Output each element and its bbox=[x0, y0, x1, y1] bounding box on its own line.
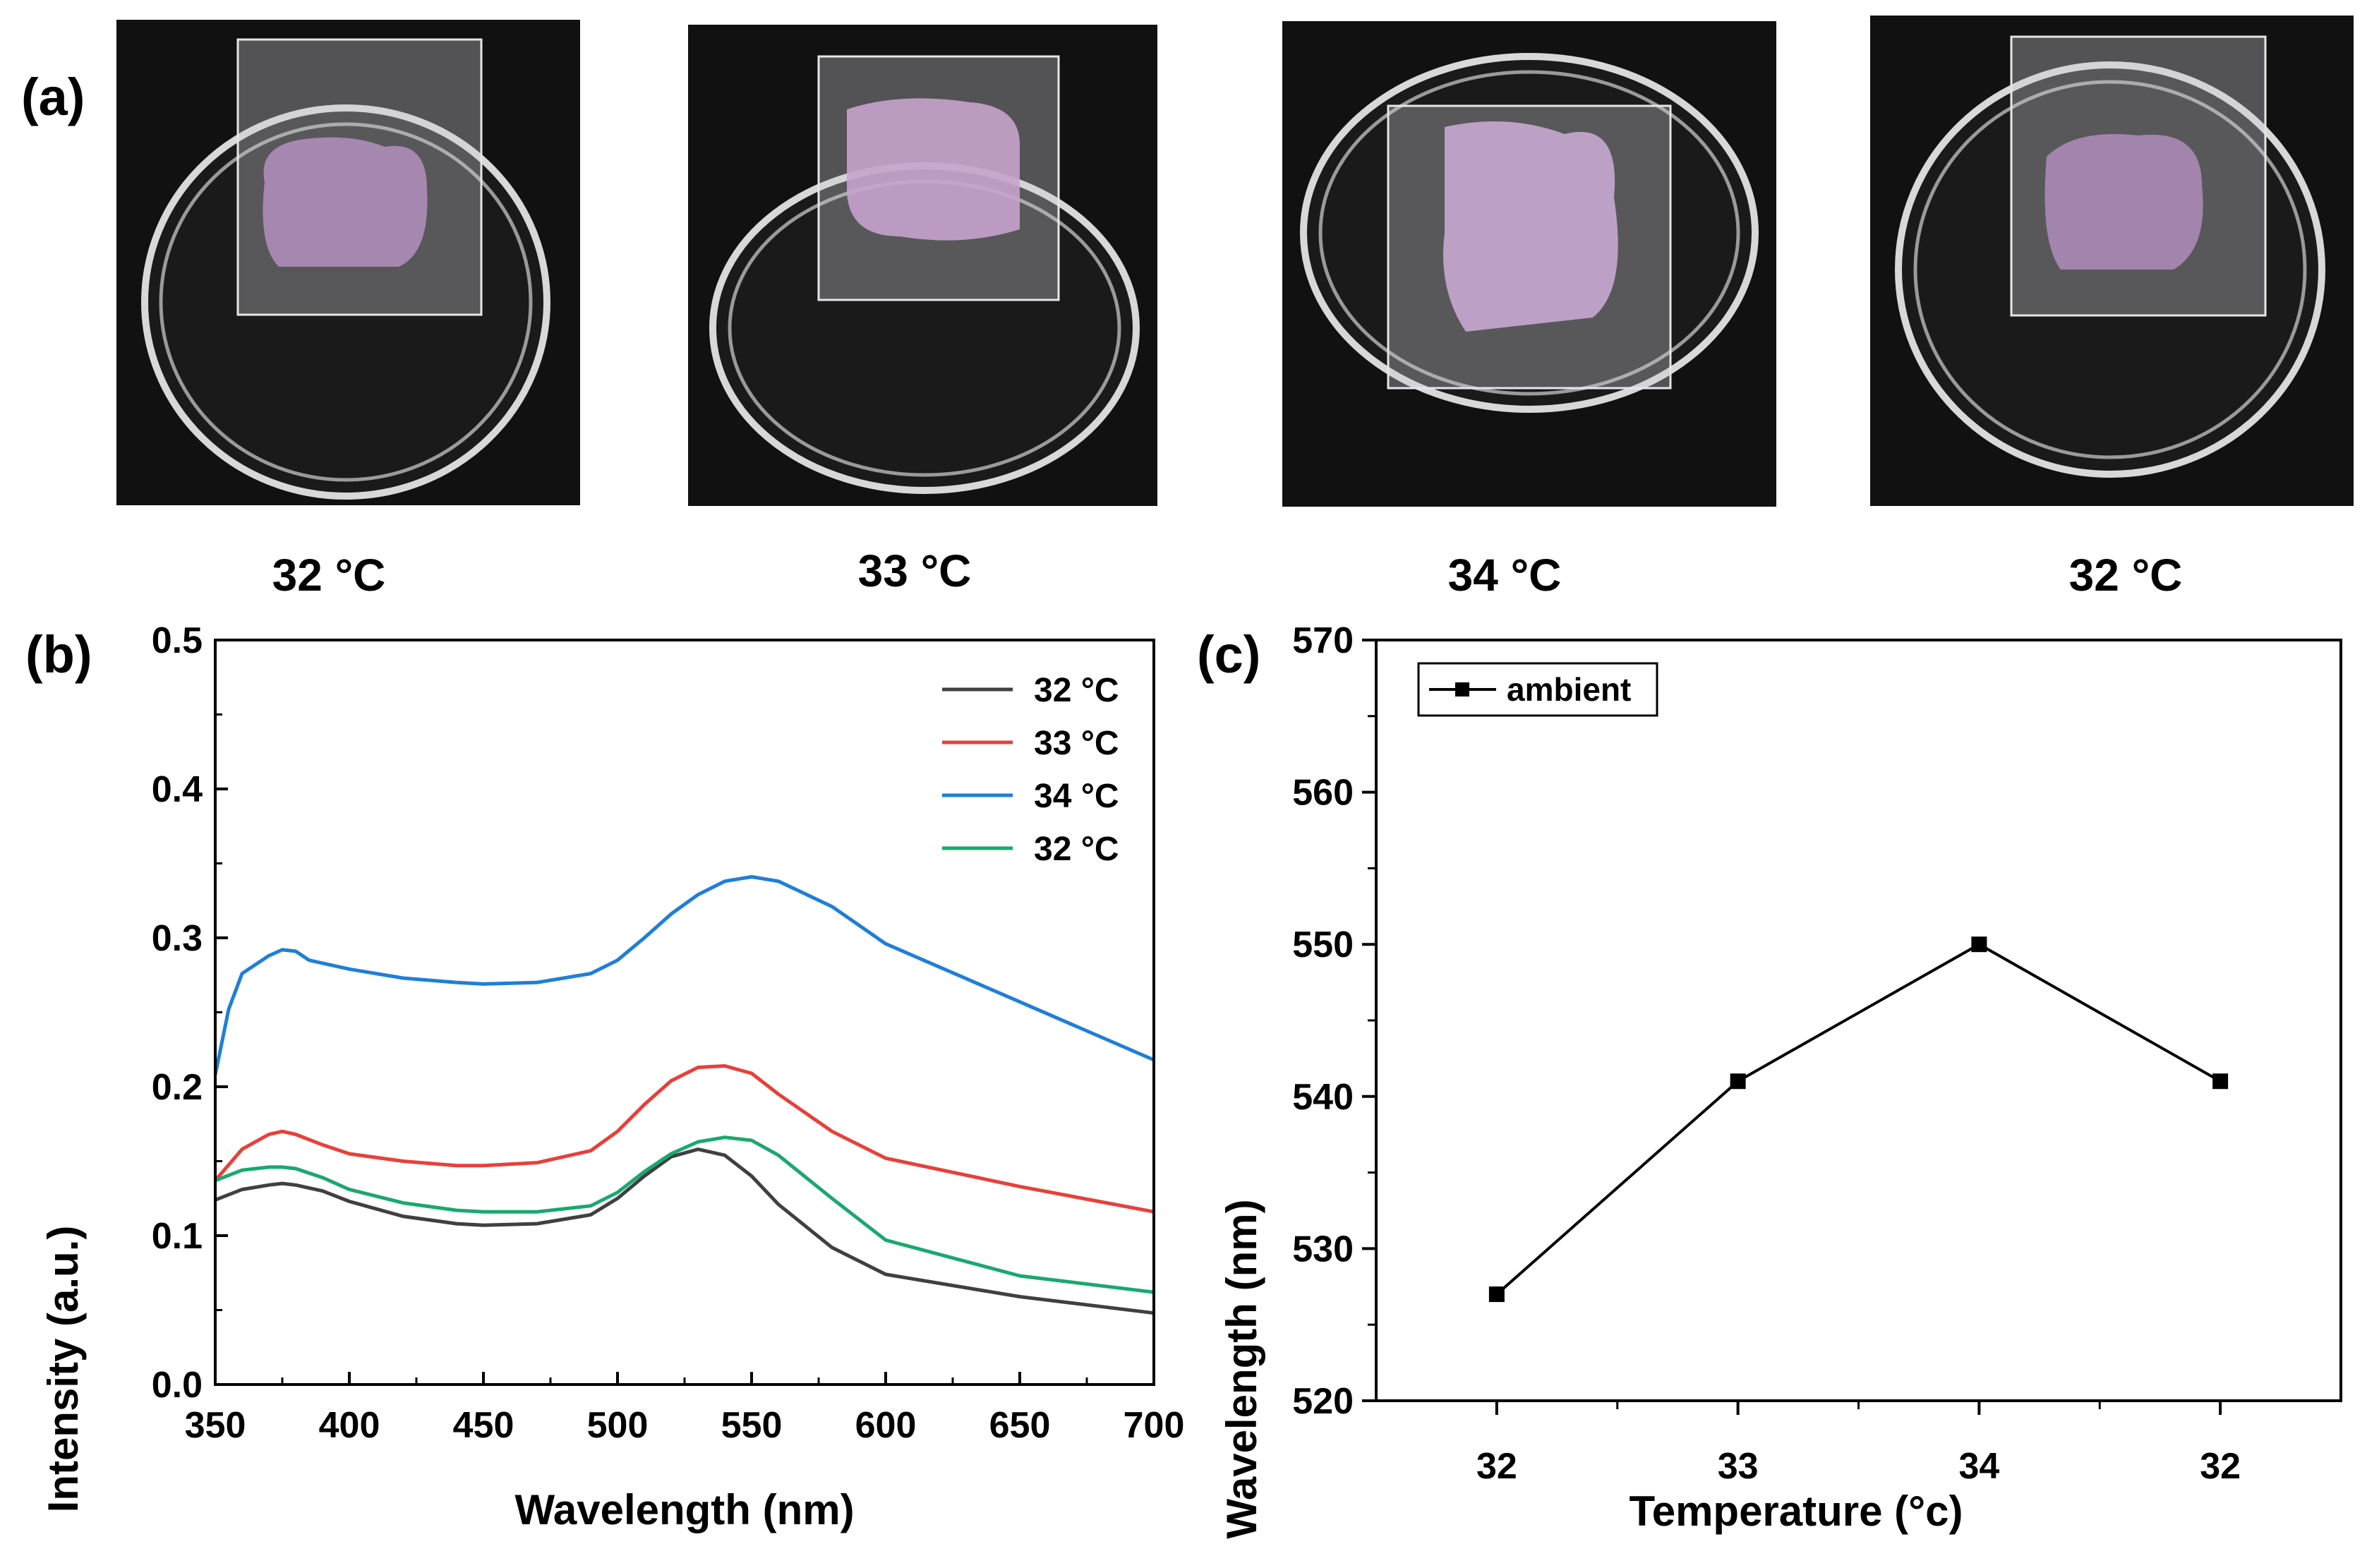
chart-c-x-tick-label: 33 bbox=[1718, 1446, 1759, 1487]
photo-petri-dish-3 bbox=[1282, 21, 1776, 507]
chart-b-x-tick-label: 400 bbox=[319, 1405, 380, 1446]
photo-caption-3: 34 °C bbox=[1447, 550, 1562, 601]
chart-b-y-tick-label: 0.1 bbox=[152, 1216, 203, 1257]
intensity-spectrum-chart: 350 400 450 500 550 600 650 700 0.0 0.1 0.2 0.3 0.4 0… bbox=[40, 620, 1185, 1533]
chart-b-series-line-3 bbox=[213, 875, 1155, 1075]
photo-caption-4: 32 °C bbox=[2068, 550, 2183, 601]
chart-c-data-point bbox=[2212, 1073, 2229, 1090]
panel-c-label: (c) bbox=[1197, 625, 1261, 684]
chart-b-series-line-1 bbox=[215, 1147, 1155, 1315]
chart-b-legend: 32 °C 33 °C 34 °C 32 °C bbox=[942, 672, 1119, 868]
panel-b-label: (b) bbox=[25, 625, 92, 684]
chart-b-y-tick-label: 0.3 bbox=[152, 918, 203, 959]
photo-caption-1: 32 °C bbox=[272, 550, 386, 601]
chart-b-y-axis-title: Intensity (a.u.) bbox=[40, 1226, 87, 1513]
chart-b-x-tick-label: 650 bbox=[989, 1405, 1051, 1446]
chart-b-x-tick-label: 350 bbox=[185, 1405, 246, 1446]
chart-b-series-line-4 bbox=[215, 1135, 1155, 1294]
wavelength-temperature-chart: 32 33 34 32 520 530 540 550 560 570 Temperature (… bbox=[1218, 620, 2342, 1539]
chart-b-series-line-2 bbox=[214, 1064, 1155, 1214]
chart-b-x-tick-label: 700 bbox=[1124, 1405, 1185, 1446]
chart-c-x-axis-title: Temperature (°c) bbox=[1630, 1488, 1963, 1535]
chart-b-legend-label: 34 °C bbox=[1034, 778, 1119, 815]
photo-petri-dish-2 bbox=[688, 25, 1157, 506]
chart-c-x-tick-label: 34 bbox=[1958, 1446, 1999, 1487]
petri-dish-image bbox=[141, 38, 550, 500]
chart-c-plot-frame bbox=[1375, 639, 2342, 1402]
chart-c-y-tick-label: 550 bbox=[1292, 924, 1354, 965]
chart-b-y-tick-label: 0.0 bbox=[152, 1365, 203, 1406]
chart-c-legend-label: ambient bbox=[1507, 671, 1631, 708]
chart-b-legend-label: 32 °C bbox=[1034, 672, 1119, 709]
chart-c-y-tick-label: 560 bbox=[1292, 773, 1354, 814]
chart-b-y-tick-label: 0.5 bbox=[152, 620, 203, 661]
chart-b-x-tick-label: 500 bbox=[587, 1405, 649, 1446]
chart-c-data-point bbox=[1730, 1073, 1746, 1090]
panel-a-label: (a) bbox=[21, 68, 85, 126]
petri-dish-image bbox=[1895, 35, 2325, 478]
chart-c-y-tick-label: 570 bbox=[1292, 620, 1354, 661]
chart-c-legend-swatch-marker bbox=[1455, 682, 1469, 696]
chart-c-x-tick-label: 32 bbox=[1476, 1446, 1517, 1487]
chart-c-y-tick-label: 540 bbox=[1292, 1077, 1354, 1118]
petri-dish-image bbox=[709, 55, 1140, 494]
chart-b-x-tick-label: 550 bbox=[721, 1405, 783, 1446]
chart-b-legend-label: 33 °C bbox=[1034, 725, 1119, 762]
chart-b-legend-label: 32 °C bbox=[1034, 831, 1119, 868]
chart-b-x-tick-label: 600 bbox=[855, 1405, 917, 1446]
chart-c-data-point bbox=[1488, 1286, 1505, 1303]
chart-c-y-tick-label: 530 bbox=[1292, 1229, 1354, 1270]
chart-c-legend: ambient bbox=[1417, 662, 1658, 717]
chart-c-x-tick-label: 32 bbox=[2200, 1446, 2241, 1487]
chart-c-data-point bbox=[1971, 936, 1987, 953]
chart-c-series-line bbox=[1495, 942, 2222, 1296]
chart-b-y-tick-label: 0.2 bbox=[152, 1067, 203, 1108]
chart-c-y-tick-label: 520 bbox=[1292, 1381, 1354, 1422]
photo-petri-dish-4 bbox=[1870, 16, 2354, 506]
petri-dish-image bbox=[1300, 53, 1759, 413]
photo-petri-dish-1 bbox=[116, 20, 580, 505]
chart-b-x-tick-label: 450 bbox=[453, 1405, 514, 1446]
chart-b-x-axis-title: Wavelength (nm) bbox=[514, 1486, 854, 1533]
chart-b-y-tick-label: 0.4 bbox=[152, 769, 203, 810]
photo-caption-2: 33 °C bbox=[857, 545, 972, 596]
chart-c-y-axis-title: Wavelength (nm) bbox=[1218, 1199, 1265, 1538]
